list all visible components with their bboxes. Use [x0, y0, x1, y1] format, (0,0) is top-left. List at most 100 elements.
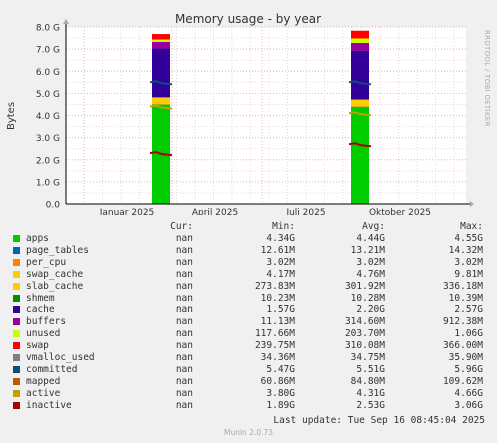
legend-cur: nan — [175, 292, 193, 304]
legend-swatch — [13, 270, 20, 278]
legend-max: 3.06G — [454, 399, 483, 411]
legend-min: 4.34G — [266, 233, 295, 244]
x-tick-label: Oktober 2025 — [369, 208, 431, 215]
line-committed — [348, 80, 372, 86]
legend-max: 4.66G — [454, 387, 483, 399]
legend-cur: nan — [175, 340, 193, 352]
legend-cur: nan — [175, 304, 193, 316]
legend-cur: nan — [175, 352, 193, 363]
stack-segment-buffers — [152, 41, 170, 49]
legend-cur: nan — [175, 328, 193, 340]
stack-segment-buffers — [351, 42, 369, 51]
x-tick-label: Juli 2025 — [285, 208, 325, 215]
y-tick-label: 3.0 G — [36, 134, 60, 144]
last-update: Last update: Tue Sep 16 08:45:04 2025 — [273, 415, 485, 426]
data-lines — [149, 80, 372, 157]
legend-name: inactive — [26, 399, 72, 411]
legend-min: 11.13M — [260, 316, 295, 328]
legend-max: 9.81M — [454, 268, 483, 280]
legend-swatch — [13, 235, 20, 242]
legend-cur: nan — [175, 233, 193, 244]
stack-segment-unused — [351, 38, 369, 43]
line-active — [149, 104, 173, 110]
legend-name: cache — [26, 304, 55, 316]
chart-title: Memory usage - by year — [175, 12, 321, 26]
legend-swatch — [13, 318, 20, 326]
y-tick-label: 0.0 — [46, 201, 61, 211]
legend-max: 10.39M — [448, 292, 483, 304]
header-cur: Cur: — [170, 221, 193, 232]
stack-segment-shmem — [351, 99, 369, 100]
legend-min: 117.66M — [254, 328, 295, 340]
header-max: Max: — [460, 221, 483, 232]
memory-chart: Memory usage - by year Bytes 0.0 1.0 G 2.0… — [0, 0, 497, 215]
legend-name: swap — [26, 340, 49, 352]
legend-name: mapped — [26, 375, 61, 387]
line-committed — [149, 80, 173, 86]
legend-avg: 3.02M — [356, 256, 385, 268]
legend-max: 366.00M — [442, 340, 483, 352]
legend-swatch — [13, 282, 20, 290]
legend-min: 5.47G — [266, 363, 295, 375]
x-tick-label: Januar 2025 — [99, 208, 155, 215]
legend-swatch — [13, 365, 20, 373]
legend-name: unused — [26, 328, 61, 340]
legend-avg: 5.51G — [356, 363, 385, 375]
legend-cur: nan — [175, 375, 193, 387]
stack-segment-cache — [152, 48, 170, 98]
legend-swatch — [13, 342, 20, 350]
legend-min: 34.36M — [260, 352, 295, 363]
stack-segment-swap_cache — [351, 106, 369, 107]
legend-avg: 84.80M — [350, 375, 385, 387]
legend-min: 273.83M — [254, 280, 295, 292]
legend-min: 3.02M — [266, 256, 295, 268]
legend-swatch — [13, 401, 20, 409]
legend-swatch — [13, 377, 20, 385]
y-tick-label: 1.0 G — [36, 178, 60, 188]
legend-min: 12.61M — [260, 244, 295, 256]
stack-segment-swap_cache — [152, 103, 170, 105]
legend-min: 1.89G — [266, 399, 295, 411]
legend-max: 109.62M — [442, 375, 483, 387]
legend-max: 4.55G — [454, 233, 483, 244]
legend-name: page_tables — [26, 244, 89, 256]
stack-segment-cache — [351, 50, 369, 100]
legend-max: 2.57G — [454, 304, 483, 316]
legend-cur: nan — [175, 280, 193, 292]
legend-max: 1.06G — [454, 328, 483, 340]
legend-name: swap_cache — [26, 268, 84, 280]
legend-cur: nan — [175, 268, 193, 280]
stack-segment-unused — [152, 39, 170, 42]
line-active — [348, 111, 372, 117]
legend-avg: 203.70M — [344, 328, 385, 340]
legend-avg: 34.75M — [350, 352, 385, 363]
y-tick-label: 7.0 G — [36, 46, 60, 56]
legend-cur: nan — [175, 256, 193, 268]
y-tick-label: 4.0 G — [36, 112, 60, 122]
legend-max: 35.90M — [448, 352, 483, 363]
legend-name: vmalloc_used — [26, 352, 95, 363]
legend-name: committed — [26, 363, 78, 375]
line-inactive — [149, 151, 173, 157]
stack-segment-slab_cache — [351, 99, 369, 107]
y-tick-label: 2.0 G — [36, 156, 60, 166]
legend-swatch — [13, 294, 20, 302]
legend-min: 3.80G — [266, 387, 295, 399]
stack-segment-slab_cache — [152, 97, 170, 104]
x-tick-label: April 2025 — [192, 208, 238, 215]
legend-max: 336.18M — [442, 280, 483, 292]
legend-swatch — [13, 246, 20, 254]
legend-swatch — [13, 354, 20, 361]
header-min: Min: — [272, 221, 295, 232]
legend-max: 5.96G — [454, 363, 483, 375]
legend-cur: nan — [175, 316, 193, 328]
x-axis: Januar 2025 April 2025 Juli 2025 Oktober 20… — [99, 208, 431, 215]
legend-avg: 13.21M — [350, 244, 385, 256]
legend-max: 14.32M — [448, 244, 483, 256]
legend-name: shmem — [26, 292, 55, 304]
legend-cur: nan — [175, 399, 193, 411]
legend-avg: 4.31G — [356, 387, 385, 399]
munin-version: Munin 2.0.73 — [223, 428, 274, 437]
y-axis-label: Bytes — [6, 102, 17, 130]
stack-segment-swap — [152, 34, 170, 40]
